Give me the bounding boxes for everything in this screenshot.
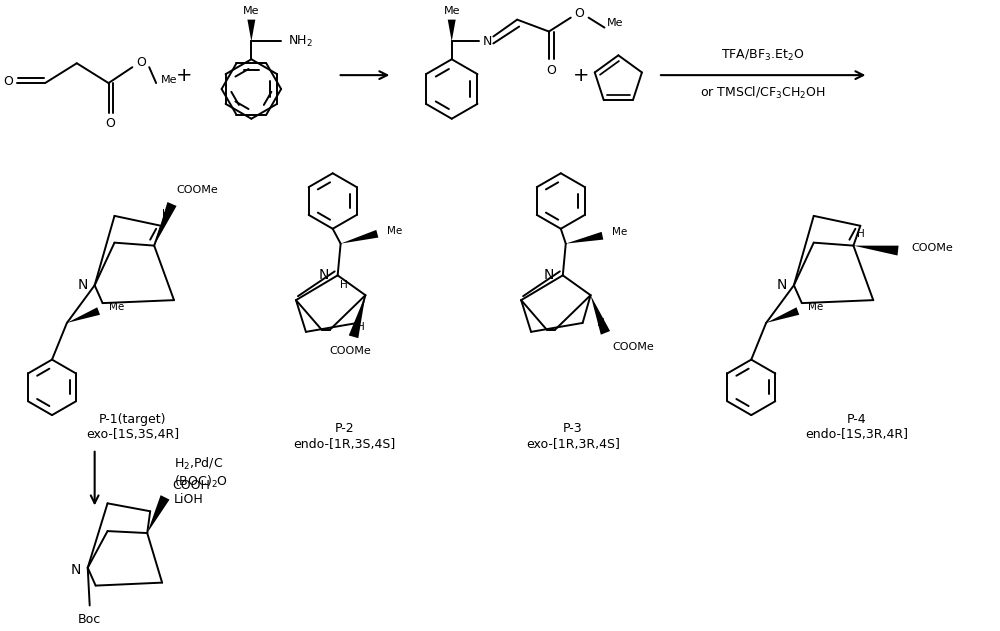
Text: LiOH: LiOH	[174, 493, 204, 506]
Text: endo-[1R,3S,4S]: endo-[1R,3S,4S]	[293, 439, 396, 451]
Text: O: O	[575, 7, 585, 20]
Text: P-3: P-3	[563, 423, 583, 435]
Text: +: +	[176, 66, 192, 85]
Text: COOH: COOH	[172, 479, 210, 492]
Text: N: N	[319, 268, 329, 282]
Polygon shape	[448, 20, 456, 42]
Text: H: H	[340, 280, 347, 290]
Text: COOMe: COOMe	[330, 346, 371, 356]
Text: N: N	[777, 278, 787, 292]
Text: exo-[1S,3S,4R]: exo-[1S,3S,4R]	[86, 428, 179, 442]
Text: Me: Me	[243, 6, 260, 16]
Polygon shape	[566, 232, 603, 244]
Text: Me: Me	[612, 227, 628, 237]
Text: O: O	[106, 117, 115, 130]
Text: H: H	[162, 209, 170, 219]
Text: COOMe: COOMe	[612, 342, 654, 351]
Polygon shape	[247, 20, 255, 42]
Text: endo-[1S,3R,4R]: endo-[1S,3R,4R]	[805, 428, 908, 442]
Text: N: N	[78, 278, 88, 292]
Text: P-1(target): P-1(target)	[99, 413, 166, 425]
Polygon shape	[591, 295, 610, 334]
Text: COOMe: COOMe	[176, 185, 218, 195]
Text: Me: Me	[161, 75, 177, 85]
Text: COOMe: COOMe	[911, 242, 953, 252]
Polygon shape	[766, 307, 799, 323]
Text: Boc: Boc	[78, 613, 101, 626]
Text: exo-[1R,3R,4S]: exo-[1R,3R,4S]	[526, 439, 620, 451]
Text: H: H	[597, 318, 604, 328]
Text: (BOC)$_2$O: (BOC)$_2$O	[174, 473, 228, 490]
Text: O: O	[136, 56, 146, 69]
Text: TFA/BF$_3$.Et$_2$O: TFA/BF$_3$.Et$_2$O	[721, 48, 805, 63]
Text: Me: Me	[808, 302, 823, 312]
Text: NH$_2$: NH$_2$	[288, 34, 313, 49]
Text: Me: Me	[443, 6, 460, 16]
Text: P-2: P-2	[335, 423, 354, 435]
Polygon shape	[67, 307, 100, 323]
Text: Me: Me	[607, 18, 624, 28]
Text: +: +	[572, 66, 589, 85]
Text: Me: Me	[109, 302, 124, 312]
Text: H: H	[357, 322, 364, 332]
Text: N: N	[544, 268, 554, 282]
Text: O: O	[546, 64, 556, 77]
Text: N: N	[483, 35, 492, 48]
Text: O: O	[3, 74, 13, 88]
Polygon shape	[853, 245, 899, 256]
Text: N: N	[71, 563, 81, 577]
Polygon shape	[349, 295, 365, 338]
Text: P-4: P-4	[847, 413, 866, 425]
Text: Me: Me	[387, 226, 402, 236]
Polygon shape	[341, 230, 378, 244]
Polygon shape	[147, 495, 170, 533]
Text: H$_2$,Pd/C: H$_2$,Pd/C	[174, 456, 223, 472]
Text: or TMSCl/CF$_3$CH$_2$OH: or TMSCl/CF$_3$CH$_2$OH	[700, 85, 826, 101]
Polygon shape	[154, 202, 177, 245]
Text: H: H	[857, 228, 865, 239]
